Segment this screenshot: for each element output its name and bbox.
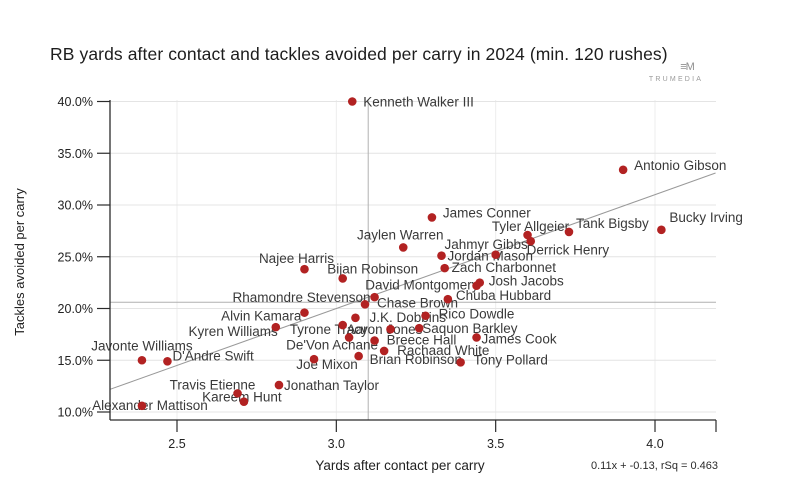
x-tick-label: 2.5 xyxy=(168,437,185,451)
data-point[interactable] xyxy=(491,250,500,259)
data-point[interactable] xyxy=(274,380,284,390)
data-point[interactable] xyxy=(137,401,147,411)
data-point[interactable] xyxy=(347,97,357,106)
y-axis-title: Tackles avoided per carry xyxy=(12,188,27,336)
data-point[interactable] xyxy=(414,323,424,333)
point-label: Joe Mixon xyxy=(296,357,358,372)
point-label: Alvin Kamara xyxy=(221,309,302,324)
x-tick-label: 3.5 xyxy=(487,437,504,451)
point-label: Chase Brown xyxy=(377,295,458,310)
point-label: David Montgomery xyxy=(365,278,479,293)
point-label: Travis Etienne xyxy=(170,377,256,392)
point-label: Tyler Allgeier xyxy=(492,219,570,234)
point-label: Saquon Barkley xyxy=(422,321,518,336)
point-label: Alexander Mattison xyxy=(92,398,208,413)
point-label: Kareem Hunt xyxy=(202,390,282,405)
point-label: Josh Jacobs xyxy=(489,274,564,289)
data-point[interactable] xyxy=(379,346,389,356)
point-label: Tony Pollard xyxy=(474,352,548,367)
point-label: Derrick Henry xyxy=(527,243,610,258)
data-point[interactable] xyxy=(370,292,379,302)
point-label: De'Von Achane xyxy=(286,337,378,352)
data-point[interactable] xyxy=(386,324,395,334)
data-point[interactable] xyxy=(300,308,309,317)
point-label: Chuba Hubbard xyxy=(456,288,551,303)
data-point[interactable] xyxy=(472,281,481,291)
data-point[interactable] xyxy=(472,333,481,342)
point-label: Kyren Williams xyxy=(189,324,279,339)
data-point[interactable] xyxy=(618,165,628,175)
point-label: Rhamondre Stevenson xyxy=(232,290,370,305)
point-label: Rachaad White xyxy=(397,343,489,358)
y-tick-label: 10.0% xyxy=(58,406,93,420)
data-point[interactable] xyxy=(440,263,449,273)
point-label: Najee Harris xyxy=(259,251,334,266)
data-point[interactable] xyxy=(344,333,354,342)
x-axis-title: Yards after contact per carry xyxy=(315,458,485,473)
trumedia-logo-text: TRUMEDIA xyxy=(648,76,704,83)
point-label: Javonte Williams xyxy=(91,338,193,353)
y-tick-label: 25.0% xyxy=(58,250,93,264)
y-tick-label: 40.0% xyxy=(58,95,93,109)
data-point[interactable] xyxy=(657,225,666,235)
point-label: Jaylen Warren xyxy=(357,227,444,242)
point-label: Brian Robinson xyxy=(370,352,462,367)
data-point[interactable] xyxy=(564,227,574,237)
point-label: James Conner xyxy=(443,205,531,220)
data-point[interactable] xyxy=(351,313,360,323)
x-tick-label: 3.0 xyxy=(328,437,345,451)
chart-title: RB yards after contact and tackles avoid… xyxy=(50,44,668,64)
data-point[interactable] xyxy=(398,243,408,252)
point-label: Jordan Mason xyxy=(447,249,533,264)
trend-line xyxy=(109,172,716,390)
regression-equation-label: 0.11x + -0.13, rSq = 0.463 xyxy=(591,460,718,472)
point-label: Bucky Irving xyxy=(669,210,743,225)
point-label: Aaron Jones xyxy=(347,322,423,337)
point-label: Jonathan Taylor xyxy=(284,378,380,393)
y-tick-label: 30.0% xyxy=(58,199,93,213)
point-label: Kenneth Walker III xyxy=(363,95,474,110)
data-point[interactable] xyxy=(338,320,348,330)
data-point[interactable] xyxy=(338,274,348,283)
data-point[interactable] xyxy=(300,264,309,274)
point-label: Bijan Robinson xyxy=(327,261,418,276)
y-tick-label: 20.0% xyxy=(58,302,93,316)
point-label: Rico Dowdle xyxy=(439,307,515,322)
trumedia-logo-icon: ≡M xyxy=(680,61,695,73)
data-point[interactable] xyxy=(456,358,465,367)
data-point[interactable] xyxy=(233,389,242,398)
y-tick-label: 35.0% xyxy=(58,147,93,161)
data-point[interactable] xyxy=(137,355,147,365)
point-label: Antonio Gibson xyxy=(634,158,726,173)
point-label: D'Andre Swift xyxy=(172,348,254,363)
point-label: Jahmyr Gibbs xyxy=(444,237,528,252)
y-tick-label: 15.0% xyxy=(58,354,93,368)
data-point[interactable] xyxy=(360,300,370,309)
point-label: Breece Hall xyxy=(387,333,457,348)
point-label: James Cook xyxy=(482,331,557,346)
data-point[interactable] xyxy=(427,213,437,222)
data-point[interactable] xyxy=(526,236,536,246)
data-point[interactable] xyxy=(309,354,319,364)
data-point[interactable] xyxy=(437,251,446,261)
data-point[interactable] xyxy=(239,397,249,406)
data-point[interactable] xyxy=(163,356,172,366)
point-label: Zach Charbonnet xyxy=(452,260,557,275)
trumedia-logo: ≡M TRUMEDIA xyxy=(636,61,716,84)
data-point[interactable] xyxy=(421,311,430,321)
data-point[interactable] xyxy=(354,351,363,361)
x-tick-label: 4.0 xyxy=(646,437,663,451)
data-point[interactable] xyxy=(271,322,281,332)
data-point[interactable] xyxy=(443,294,453,304)
point-label: Tank Bigsby xyxy=(576,216,649,231)
data-point[interactable] xyxy=(370,336,379,345)
